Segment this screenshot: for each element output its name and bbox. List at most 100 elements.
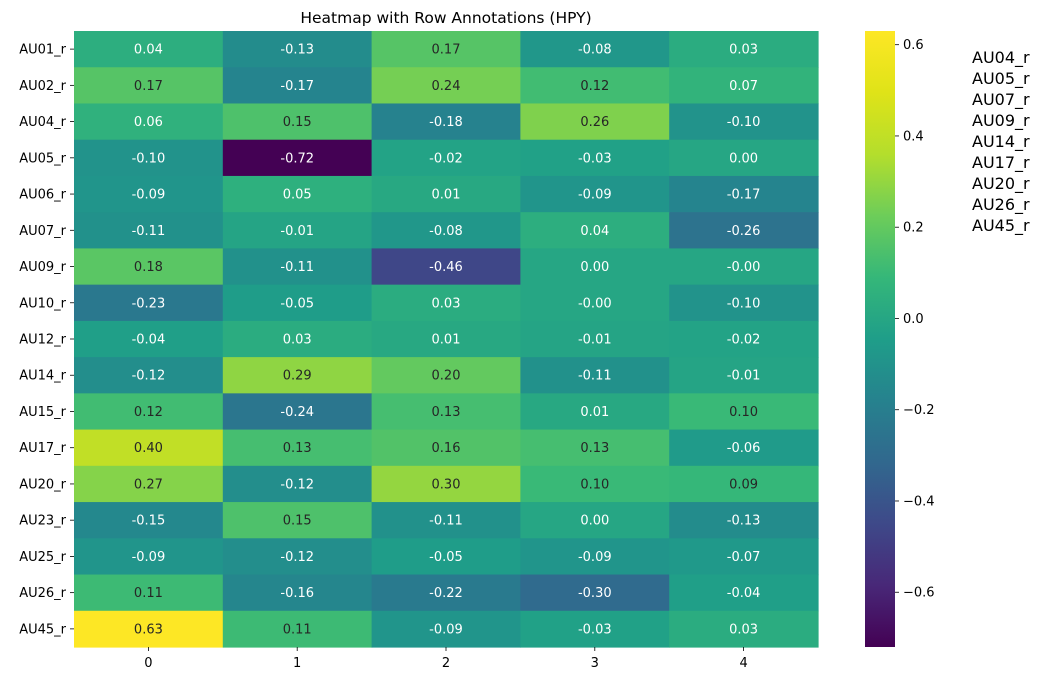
cell-value-label: 0.04 xyxy=(580,224,609,239)
cell-value-label: 0.03 xyxy=(729,43,758,58)
heatmap-cell xyxy=(520,393,670,431)
heatmap-cell xyxy=(371,212,521,250)
row-tick-label: AU12_r xyxy=(19,333,66,348)
cell-value-label: 0.09 xyxy=(729,477,758,492)
heatmap-cell xyxy=(520,212,670,250)
annotation-item: AU09_r xyxy=(972,111,1030,131)
heatmap-cell xyxy=(371,175,521,213)
heatmap-cell xyxy=(222,103,373,141)
cell-value-label: -0.72 xyxy=(280,151,314,166)
heatmap-cell xyxy=(669,393,819,431)
colorbar-tick-label: −0.6 xyxy=(903,586,935,601)
heatmap-cell xyxy=(669,212,819,250)
heatmap-cell xyxy=(222,393,373,431)
heatmap-cell xyxy=(520,610,670,648)
cell-value-label: 0.00 xyxy=(729,151,758,166)
cell-value-label: -0.08 xyxy=(578,43,612,58)
cell-value-label: 0.13 xyxy=(283,441,312,456)
heatmap-cell xyxy=(520,502,670,539)
cell-value-label: -0.11 xyxy=(132,224,166,239)
cell-value-label: 0.12 xyxy=(580,79,609,94)
cell-value-label: -0.17 xyxy=(727,188,761,203)
heatmap-cell xyxy=(669,465,819,503)
cell-value-label: -0.11 xyxy=(280,260,314,275)
heatmap-cell xyxy=(371,574,521,612)
heatmap-cell xyxy=(371,31,521,68)
cell-value-label: 0.11 xyxy=(283,622,312,637)
annotation-item: AU20_r xyxy=(972,174,1030,194)
heatmap-cell xyxy=(520,103,670,141)
heatmap-cell xyxy=(669,320,819,358)
cell-value-label: 0.13 xyxy=(432,405,461,420)
heatmap-cell xyxy=(74,502,224,539)
heatmap-cell xyxy=(669,248,819,286)
cell-value-label: -0.18 xyxy=(429,115,463,130)
cell-value-label: -0.22 xyxy=(429,586,463,601)
cell-value-label: 0.01 xyxy=(580,405,609,420)
heatmap-cell xyxy=(74,538,224,576)
cell-value-label: 0.01 xyxy=(432,188,461,203)
cell-value-label: -0.01 xyxy=(727,369,761,384)
cell-value-label: -0.08 xyxy=(429,224,463,239)
row-tick-labels: AU01_r AU02_r AU04_r AU05_r AU06_r AU07_r AU09… xyxy=(19,43,74,637)
chart-title: Heatmap with Row Annotations (HPY) xyxy=(300,9,591,27)
cell-value-label: -0.16 xyxy=(280,586,314,601)
heatmap-cell xyxy=(520,320,670,358)
colorbar-tick-label: 0.4 xyxy=(903,129,924,144)
cell-value-label: -0.11 xyxy=(578,369,612,384)
heatmap-cell xyxy=(222,574,373,612)
cell-value-label: -0.05 xyxy=(429,550,463,565)
colorbar: 0.6 0.4 0.2 0.0 −0.2 −0.4 −0.6 xyxy=(865,31,935,647)
annotation-item: AU26_r xyxy=(972,195,1030,215)
cell-value-label: -0.06 xyxy=(727,441,761,456)
cell-value-label: 0.26 xyxy=(580,115,609,130)
colorbar-tick-label: 0.6 xyxy=(903,38,924,53)
heatmap-cell xyxy=(669,357,819,394)
cell-value-label: -0.12 xyxy=(132,369,166,384)
heatmap-cell xyxy=(371,393,521,431)
cell-value-label: -0.23 xyxy=(132,296,166,311)
cell-value-label: -0.11 xyxy=(429,514,463,529)
heatmap-cell xyxy=(669,574,819,612)
heatmap-cell xyxy=(520,357,670,394)
cell-value-label: -0.01 xyxy=(578,333,612,348)
heatmap-cell xyxy=(371,610,521,648)
cell-value-label: 0.03 xyxy=(283,333,312,348)
row-tick-label: AU07_r xyxy=(19,224,66,239)
annotation-item: AU05_r xyxy=(972,69,1030,89)
cell-value-label: -0.30 xyxy=(578,586,612,601)
heatmap-cell xyxy=(222,212,373,250)
cell-value-label: -0.26 xyxy=(727,224,761,239)
cell-value-label: -0.12 xyxy=(280,550,314,565)
cell-value-label: 0.05 xyxy=(283,188,312,203)
cell-value-label: 0.15 xyxy=(283,514,312,529)
heatmap-cell xyxy=(74,175,224,213)
cell-value-label: 0.63 xyxy=(134,622,163,637)
heatmap-cell xyxy=(371,67,521,105)
cell-value-label: 0.30 xyxy=(432,477,461,492)
colorbar-tick-label: 0.2 xyxy=(903,221,924,236)
heatmap-cell xyxy=(371,139,521,177)
annotation-item: AU45_r xyxy=(972,216,1030,236)
row-tick-label: AU25_r xyxy=(19,550,66,565)
heatmap-cell xyxy=(669,502,819,539)
cell-value-label: -0.07 xyxy=(727,550,761,565)
row-tick-label: AU01_r xyxy=(19,43,66,58)
heatmap-cell xyxy=(371,103,521,141)
row-tick-label: AU23_r xyxy=(19,514,66,529)
cell-value-label: -0.10 xyxy=(727,296,761,311)
cell-value-label: -0.13 xyxy=(727,514,761,529)
annotation-item: AU14_r xyxy=(972,132,1030,152)
cell-value-label: 0.20 xyxy=(432,369,461,384)
row-tick-label: AU06_r xyxy=(19,188,66,203)
row-annotation-list: AU04_rAU05_rAU07_rAU09_rAU14_rAU17_rAU20… xyxy=(972,48,1030,236)
row-tick-label: AU02_r xyxy=(19,79,66,94)
heatmap-cell xyxy=(222,610,373,648)
heatmap-cell xyxy=(222,248,373,286)
heatmap-cell xyxy=(371,248,521,286)
column-tick-label: 3 xyxy=(591,656,599,671)
cell-value-label: -0.03 xyxy=(578,151,612,166)
heatmap-cell xyxy=(520,248,670,286)
cell-value-label: 0.00 xyxy=(580,514,609,529)
